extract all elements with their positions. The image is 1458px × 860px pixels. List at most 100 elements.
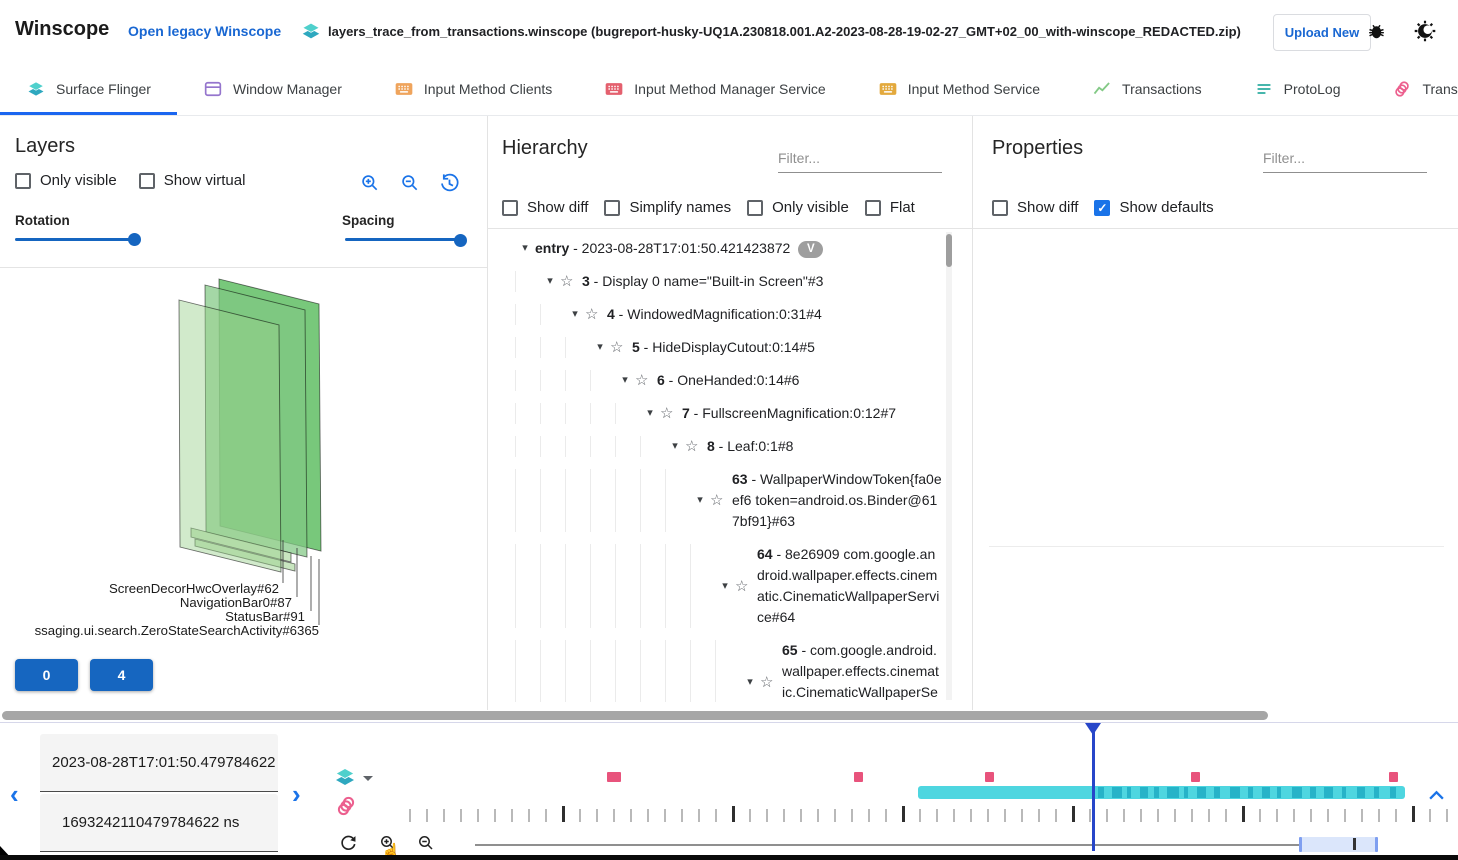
selection-right-handle[interactable] — [1375, 837, 1378, 852]
hierarchy-filter-input[interactable] — [778, 148, 942, 173]
collapse-chevron-icon[interactable]: ▾ — [672, 440, 678, 452]
tree-row-6[interactable]: ▾ ☆ 6 - OneHanded:0:14#6 — [487, 364, 972, 397]
spacing-slider-thumb[interactable] — [454, 234, 467, 247]
hierarchy-checkbox-flat[interactable]: Flat — [864, 199, 915, 216]
timeline-cursor-line[interactable] — [1092, 723, 1095, 846]
collapse-chevron-icon[interactable]: ▾ — [747, 675, 753, 688]
timeline-transitions-trace-icon[interactable] — [334, 794, 358, 823]
hierarchy-checkbox-show-diff[interactable]: Show diff — [502, 199, 588, 216]
checkbox-icon[interactable] — [15, 172, 31, 189]
timeline-cursor-handle[interactable] — [1085, 723, 1101, 735]
checkbox-icon[interactable] — [604, 199, 621, 216]
tree-row-8[interactable]: ▾ ☆ 8 - Leaf:0:1#8 — [487, 430, 972, 463]
layers-checkbox-only-visible[interactable]: Only visible — [15, 172, 117, 189]
checkbox-icon[interactable] — [138, 172, 155, 189]
zoom-out-icon[interactable] — [400, 173, 420, 198]
upload-new-button[interactable]: Upload New — [1273, 14, 1371, 51]
collapse-chevron-icon[interactable]: ▾ — [597, 341, 603, 353]
pin-star-icon[interactable]: ☆ — [735, 577, 749, 595]
trace-selector-caret-icon[interactable] — [363, 776, 373, 781]
timeline-layers-trace-icon[interactable] — [333, 765, 357, 794]
spacing-slider-track[interactable] — [345, 238, 465, 241]
tree-row-63[interactable]: ▾ ☆ 63 - WallpaperWindowToken{fa0eef6 toke… — [487, 463, 972, 538]
layers-3d-canvas[interactable] — [120, 272, 360, 632]
checkbox-icon[interactable] — [864, 199, 881, 216]
pin-star-icon[interactable]: ☆ — [710, 492, 724, 509]
transition-event-marker[interactable] — [1191, 772, 1200, 782]
transition-event-marker[interactable] — [1389, 772, 1398, 782]
timeline-refresh-icon[interactable] — [339, 833, 358, 857]
timeline-zoom-out-icon[interactable] — [417, 834, 435, 857]
layers-checkbox-show-virtual[interactable]: Show virtual — [138, 172, 245, 189]
main-horizontal-scrollbar[interactable] — [2, 711, 1268, 720]
collapse-chevron-icon[interactable]: ▾ — [697, 494, 703, 506]
pin-star-icon[interactable]: ☆ — [560, 273, 574, 290]
tree-row-3[interactable]: ▾ ☆ 3 - Display 0 name="Built-in Screen"#3 — [487, 265, 972, 298]
checkbox-icon[interactable] — [992, 199, 1008, 216]
rotation-slider-thumb[interactable] — [128, 233, 141, 246]
next-entry-chevron[interactable]: › — [292, 779, 301, 809]
timeline-tick — [460, 809, 462, 822]
tab-protolog[interactable]: ProtoLog — [1228, 62, 1367, 115]
prev-entry-chevron[interactable]: ‹ — [10, 779, 19, 809]
pin-star-icon[interactable]: ☆ — [760, 673, 774, 691]
pin-star-icon[interactable]: ☆ — [660, 405, 674, 422]
checkbox-icon[interactable] — [502, 199, 518, 216]
indent-guide — [565, 403, 590, 424]
timestamp-ns-field[interactable]: 1693242110479784622 ns — [40, 794, 278, 852]
tab-input-method-manager-service[interactable]: Input Method Manager Service — [578, 62, 851, 115]
tab-input-method-clients[interactable]: Input Method Clients — [368, 62, 578, 115]
tree-row-7[interactable]: ▾ ☆ 7 - FullscreenMagnification:0:12#7 — [487, 397, 972, 430]
tab-surface-flinger[interactable]: Surface Flinger — [0, 62, 177, 115]
display-button-4[interactable]: 4 — [90, 659, 153, 691]
collapse-chevron-icon[interactable]: ▾ — [647, 407, 653, 419]
overview-ruler-line[interactable] — [475, 844, 1365, 846]
pin-star-icon[interactable]: ☆ — [685, 438, 699, 455]
tab-transactions[interactable]: Transactions — [1066, 62, 1228, 115]
properties-checkbox-show-defaults[interactable]: ✓ Show defaults — [1094, 199, 1214, 216]
pin-star-icon[interactable]: ☆ — [610, 339, 624, 356]
collapse-chevron-icon[interactable]: ▾ — [722, 579, 728, 592]
selection-left-handle[interactable] — [1299, 837, 1302, 852]
tab-input-method-service[interactable]: Input Method Service — [852, 62, 1066, 115]
timeline-major-tick — [1242, 806, 1245, 822]
pin-star-icon[interactable]: ☆ — [635, 372, 649, 389]
rotation-slider-track[interactable] — [15, 238, 137, 241]
dark-mode-toggle-icon[interactable] — [1412, 18, 1438, 49]
display-button-0[interactable]: 0 — [15, 659, 78, 691]
tree-row-4[interactable]: ▾ ☆ 4 - WindowedMagnification:0:31#4 — [487, 298, 972, 331]
transition-event-marker[interactable] — [854, 772, 863, 782]
collapse-chevron-icon[interactable]: ▾ — [547, 275, 553, 287]
reset-view-history-icon[interactable] — [439, 173, 460, 199]
tree-row-entry[interactable]: ▾ entry - 2023-08-28T17:01:50.421423872 V — [487, 232, 972, 265]
surfaceflinger-trace-band[interactable] — [918, 786, 1405, 799]
checkbox-icon[interactable] — [747, 199, 764, 216]
hierarchy-scrollbar-thumb[interactable] — [946, 234, 952, 267]
tree-row-5[interactable]: ▾ ☆ 5 - HideDisplayCutout:0:14#5 — [487, 331, 972, 364]
hierarchy-scrollbar-track[interactable] — [946, 232, 952, 700]
timeline-zoom-in-icon[interactable] — [379, 834, 397, 857]
tree-row-65[interactable]: ▾ ☆ 65 - com.google.android.wallpaper.effe… — [487, 634, 972, 702]
properties-filter-input[interactable] — [1263, 148, 1427, 173]
tab-transitions[interactable]: Transitions — [1366, 62, 1458, 115]
collapse-chevron-icon[interactable]: ▾ — [572, 308, 578, 320]
timestamp-human-field[interactable]: 2023-08-28T17:01:50.479784622 — [40, 734, 278, 792]
hierarchy-checkbox-simplify-names[interactable]: Simplify names — [604, 199, 731, 216]
collapse-timeline-chevron-icon[interactable] — [1428, 788, 1445, 806]
tree-row-64[interactable]: ▾ ☆ 64 - 8e26909 com.google.android.wallpa… — [487, 538, 972, 634]
overview-selection-range[interactable] — [1299, 837, 1378, 852]
transition-event-marker[interactable] — [985, 772, 994, 782]
pin-star-icon[interactable]: ☆ — [585, 306, 599, 323]
hierarchy-checkbox-only-visible[interactable]: Only visible — [747, 199, 849, 216]
transition-event-marker[interactable] — [607, 772, 621, 782]
bug-report-icon[interactable] — [1366, 20, 1387, 46]
tab-window-manager[interactable]: Window Manager — [177, 62, 368, 115]
collapse-chevron-icon[interactable]: ▾ — [522, 242, 528, 254]
checkbox-checked-icon[interactable]: ✓ — [1094, 199, 1111, 216]
properties-checkbox-show-diff[interactable]: Show diff — [992, 199, 1078, 216]
collapse-chevron-icon[interactable]: ▾ — [622, 374, 628, 386]
overview-cursor-tick[interactable] — [1092, 837, 1095, 851]
open-legacy-link[interactable]: Open legacy Winscope — [128, 23, 282, 39]
checkbox-label: Show diff — [527, 199, 589, 216]
zoom-in-icon[interactable] — [360, 173, 380, 198]
